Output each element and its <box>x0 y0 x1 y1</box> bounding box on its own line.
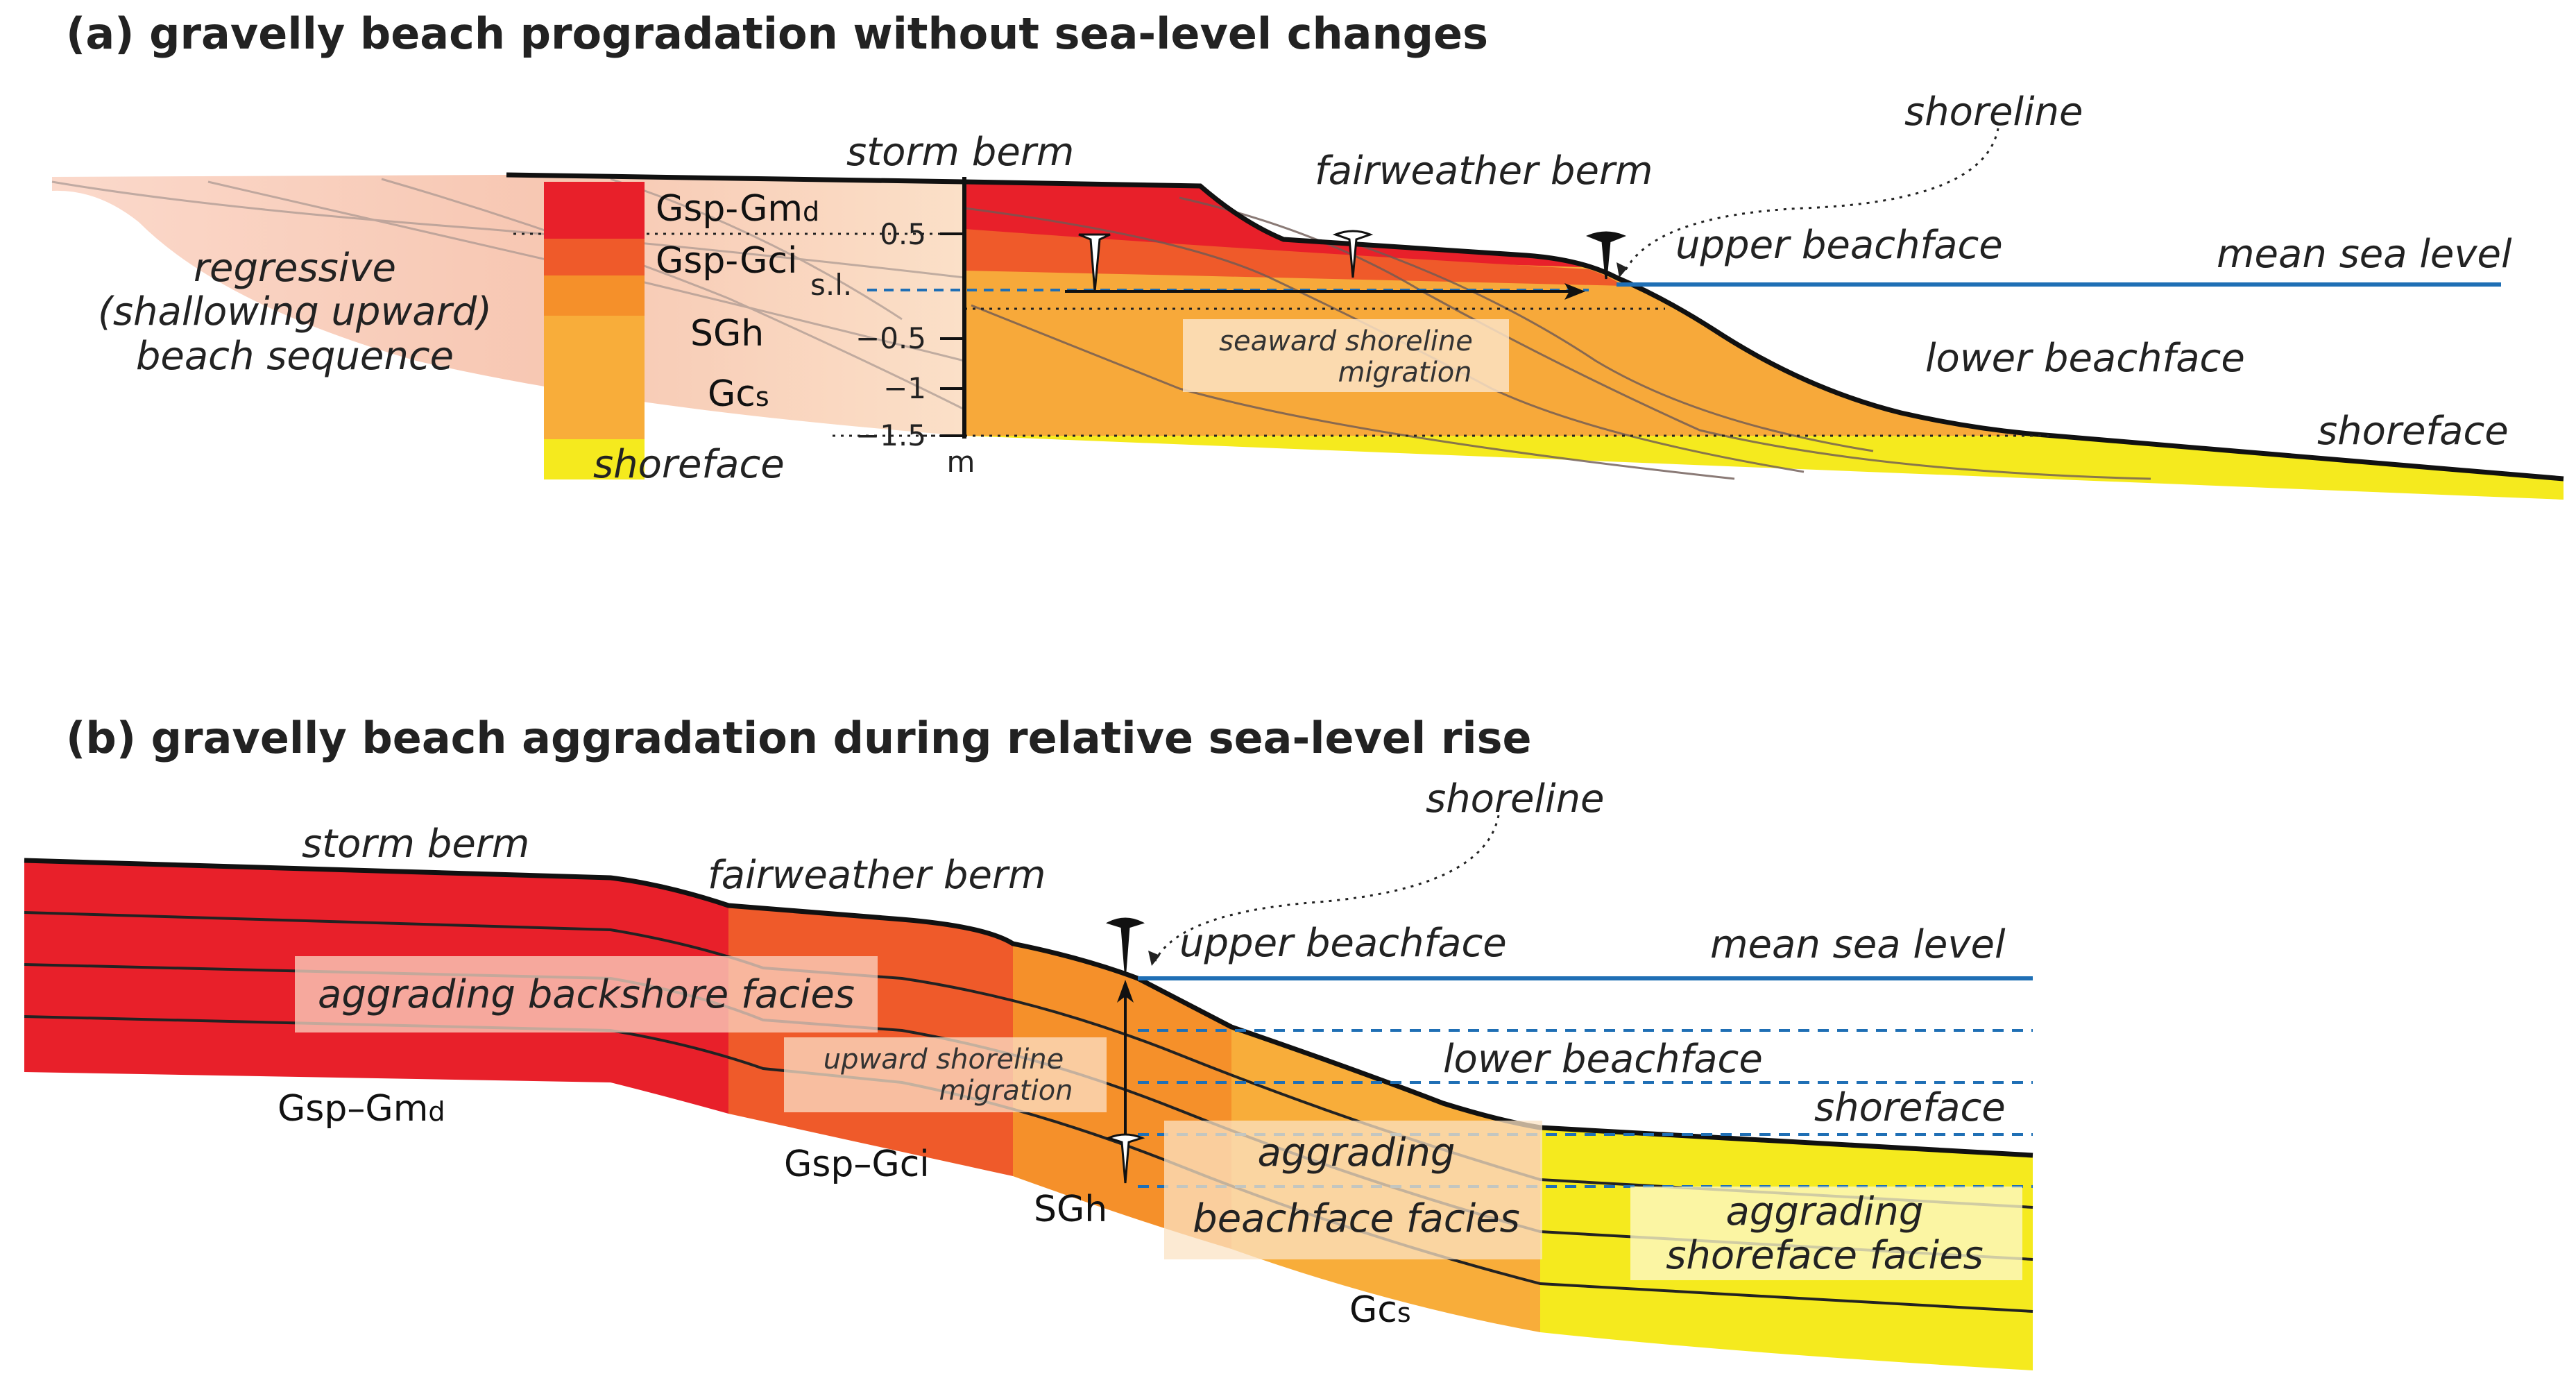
panel-a-upper-beachface-label: upper beachface <box>1675 223 2003 268</box>
shoreline-marker-1 <box>1078 233 1111 292</box>
panel-b-beachface-box <box>1164 1121 1542 1259</box>
panel-a-mean-sea-level-label: mean sea level <box>2217 232 2512 277</box>
panel-b-beachface-line1: aggrading <box>1258 1130 1456 1175</box>
panel-a-faded-sequence <box>52 175 964 436</box>
panel-a-shoreface-label: shoreface <box>2317 409 2509 454</box>
panel-a-column-shoreface-label: shoreface <box>593 442 785 487</box>
panel-b-shoreface-line1: aggrading <box>1726 1189 1924 1234</box>
panel-b-upward-arrowhead <box>1117 980 1134 1003</box>
panel-b-code-sgh: SGh <box>1034 1189 1107 1230</box>
panel-a-scale-ticks <box>940 232 964 437</box>
code-gcs: Gcs <box>708 373 769 415</box>
panel-a-sequence-line2: (shallowing upward) <box>98 289 492 334</box>
panel-b-backshore-facies-label: aggrading backshore facies <box>318 972 855 1017</box>
panel-b-beachface-line2: beachface facies <box>1193 1196 1520 1241</box>
panel-a-migration-line2: migration <box>1338 357 1472 389</box>
panel-a-migration-arrowhead <box>1564 283 1585 300</box>
panel-b: (b) gravelly beach aggradation during re… <box>24 713 2033 1370</box>
scale-unit: m <box>947 445 975 479</box>
panel-a-storm-berm-label: storm berm <box>846 130 1074 175</box>
panel-b-code-gsp-gci: Gsp–Gci <box>784 1144 930 1185</box>
panel-a-lower-beachface-label: lower beachface <box>1925 336 2245 381</box>
panel-a-shoreline-label: shoreline <box>1904 90 2083 135</box>
panel-a-faded-laminae <box>51 178 965 411</box>
panel-a-facies-column <box>544 182 645 479</box>
panel-b-lower-beachface-label: lower beachface <box>1443 1037 1763 1082</box>
panel-a-profile-line <box>506 172 2564 482</box>
panel-b-profile-line <box>24 858 2033 1158</box>
panel-b-shoreline-callout <box>1154 815 1500 962</box>
panel-b-fairweather-berm-label: fairweather berm <box>708 853 1046 898</box>
panel-b-title: (b) gravelly beach aggradation during re… <box>66 713 1532 763</box>
shoreline-marker-2 <box>1332 230 1374 278</box>
panel-a-title: (a) gravelly beach progradation without … <box>66 8 1488 59</box>
panel-b-mean-sea-level-label: mean sea level <box>1710 922 2006 967</box>
scale-tick-minus-1: −1 <box>883 371 926 405</box>
sea-level-marker: s.l. <box>810 268 852 302</box>
panel-b-backshore-box <box>295 956 878 1032</box>
scale-tick-0-5: 0.5 <box>880 217 926 251</box>
code-gsp-gci: Gsp-Gci <box>656 240 797 282</box>
panel-b-migration-line2: migration <box>939 1075 1073 1107</box>
panel-b-storm-berm-label: storm berm <box>302 822 529 867</box>
shoreline-marker-3 <box>1585 231 1627 280</box>
scale-tick-minus-0-5: −0.5 <box>855 321 926 355</box>
panel-b-shoreface-label: shoreface <box>1814 1085 2006 1130</box>
panel-b-migration-box <box>784 1037 1107 1112</box>
panel-b-shoreface-line2: shoreface facies <box>1666 1233 1984 1278</box>
panel-a-gci-band <box>964 229 1623 286</box>
code-sgh: SGh <box>690 313 764 355</box>
panel-a-shoreline-markers <box>1078 230 1627 292</box>
panel-b-code-gcs: Gcs <box>1349 1289 1411 1331</box>
panel-b-shoreline-callout-arrowhead <box>1148 951 1160 966</box>
panel-a-shoreface-fill <box>964 436 2564 500</box>
panel-b-upper-beachface-label: upper beachface <box>1179 921 1507 966</box>
scale-tick-minus-1-5: −1.5 <box>855 418 926 452</box>
panel-b-migration-line1: upward shoreline <box>824 1044 1064 1076</box>
panel-b-shoreline-markers <box>1105 917 1145 1184</box>
panel-b-shoreline-label: shoreline <box>1426 776 1604 822</box>
panel-a-migration-box <box>1183 319 1509 392</box>
panel-a-shoreline-callout-arrowhead <box>1617 262 1628 278</box>
panel-b-shoreface-box <box>1630 1187 2022 1280</box>
panel-a-sequence-line3: beach sequence <box>136 334 454 379</box>
panel-b-code-gsp-gmd: Gsp–Gmd <box>278 1088 445 1130</box>
panel-a-sequence-line1: regressive <box>194 246 396 291</box>
panel-a-migration-line1: seaward shoreline <box>1219 325 1473 357</box>
panel-a-fairweather-berm-label: fairweather berm <box>1315 148 1653 194</box>
panel-a: (a) gravelly beach progradation without … <box>51 8 2564 500</box>
code-gsp-gmd: Gsp-Gmd <box>656 188 819 230</box>
